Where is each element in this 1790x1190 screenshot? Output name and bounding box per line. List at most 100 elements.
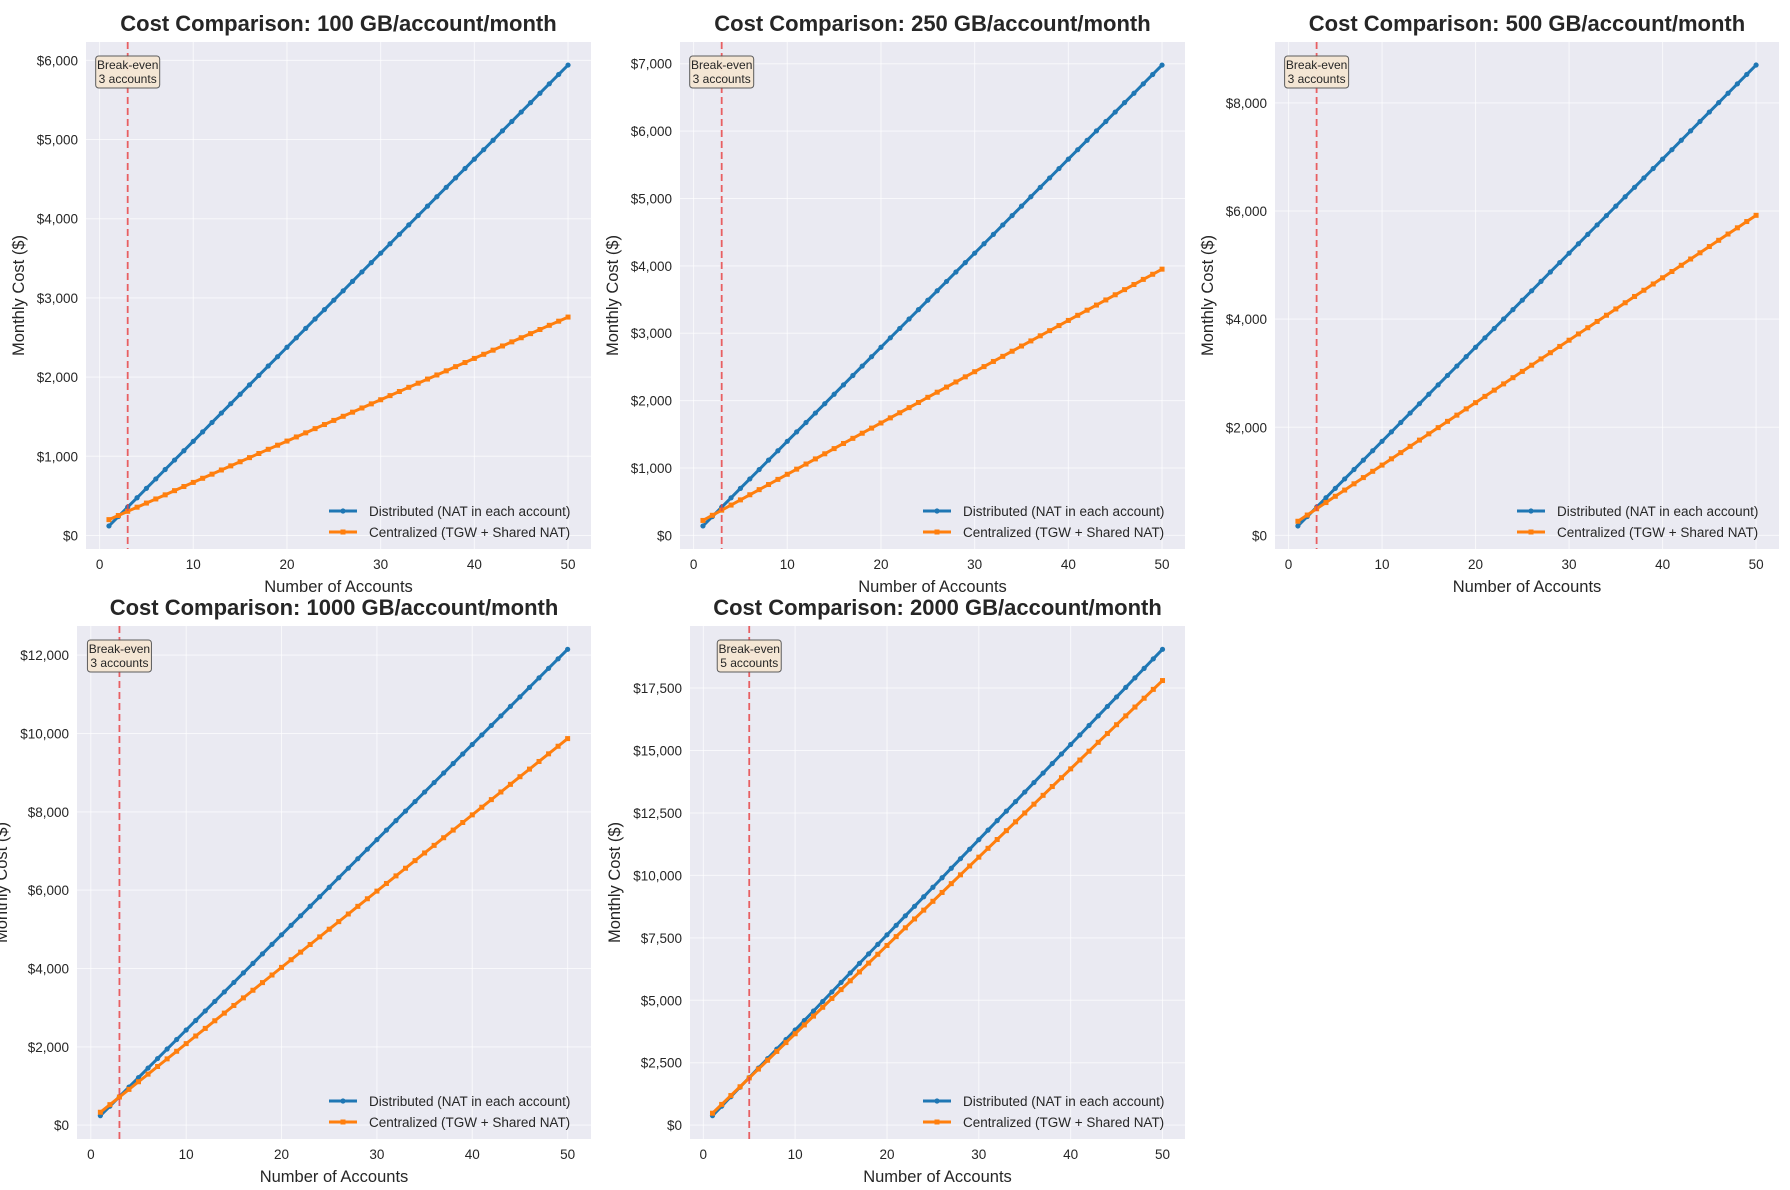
break-even-annotation-box [95,55,161,89]
data-point-distributed [246,382,253,388]
x-tick-label: 30 [369,1147,384,1162]
x-tick-label: 20 [274,1147,289,1162]
data-point-centralized [774,1048,780,1054]
data-point-distributed [875,941,881,947]
data-point-distributed [431,779,437,786]
data-point-distributed [972,250,978,256]
data-point-centralized [1075,312,1081,318]
data-point-centralized [893,934,899,940]
x-tick-label: 20 [879,1147,894,1162]
data-point-centralized [953,379,959,385]
data-point-distributed [240,970,247,976]
data-point-distributed [441,770,447,776]
data-point-centralized [350,409,356,415]
data-point-centralized [1463,406,1469,412]
data-point-centralized [1622,300,1628,306]
data-point-distributed [202,1008,208,1014]
data-point-centralized [934,389,940,395]
data-point-centralized [546,751,552,757]
data-point-distributed [1547,269,1553,275]
data-point-distributed [303,325,309,331]
chart-title: Cost Comparison: 250 GB/account/month [714,11,1150,36]
y-tick-label: $6,000 [28,883,69,898]
data-point-distributed [925,297,931,303]
data-point-centralized [228,463,234,469]
data-point-centralized [1416,437,1422,443]
data-point-distributed [402,808,409,814]
data-point-centralized [1632,293,1638,299]
data-point-centralized [1454,412,1460,418]
y-axis-label: Monthly Cost ($) [1199,235,1217,356]
data-point-centralized [462,360,468,366]
data-point-centralized [425,376,431,382]
data-point-centralized [125,508,131,514]
data-point-centralized [1084,307,1090,313]
x-tick-label: 30 [971,1147,986,1162]
data-point-centralized [246,455,252,461]
x-tick-label: 40 [467,557,482,572]
data-point-distributed [1112,109,1118,115]
data-point-centralized [536,758,542,764]
data-point-centralized [106,517,112,523]
data-point-centralized [331,417,337,423]
x-tick-label: 40 [1063,1147,1078,1162]
data-point-centralized [912,916,918,922]
data-point-distributed [794,429,800,435]
data-point-centralized [565,736,571,742]
data-point-centralized [250,987,256,993]
data-point-centralized [1049,784,1055,790]
break-even-count: 5 accounts [720,656,778,670]
data-point-centralized [193,1033,199,1039]
data-point-distributed [1295,523,1301,529]
break-even-annotation-box [716,639,782,673]
data-point-centralized [555,743,561,749]
data-point-centralized [1725,231,1731,237]
data-point-centralized [1000,353,1006,359]
data-point-centralized [1068,766,1074,772]
data-point-centralized [218,467,224,473]
data-point-centralized [985,845,991,851]
legend-label-centralized: Centralized (TGW + Shared NAT) [963,1115,1164,1130]
break-even-label: Break-even [691,58,752,72]
data-point-centralized [528,331,534,337]
data-point-distributed [1075,147,1081,153]
data-point-centralized [1132,704,1138,710]
data-point-centralized [1716,237,1722,243]
data-point-centralized [1688,256,1694,262]
x-tick-label: 20 [1468,557,1483,572]
data-point-distributed [1463,354,1469,360]
data-point-distributed [1688,128,1694,134]
data-point-centralized [231,1002,237,1008]
data-point-centralized [307,942,313,948]
data-point-distributed [1040,770,1046,776]
data-point-centralized [1103,297,1109,303]
data-point-distributed [134,495,140,501]
data-point-distributed [336,875,342,881]
data-point-centralized [1519,368,1525,374]
data-point-centralized [1585,325,1591,331]
data-point-centralized [1566,337,1572,343]
break-even-count: 3 accounts [1288,72,1346,86]
data-point-distributed [1018,203,1025,209]
data-point-distributed [887,335,893,341]
data-point-centralized [336,919,342,925]
data-point-centralized [1697,250,1703,256]
data-point-centralized [1040,792,1046,798]
data-point-centralized [499,343,505,349]
data-point-distributed [193,1017,199,1024]
data-point-distributed [218,410,224,416]
data-point-distributed [1585,231,1591,237]
data-point-distributed [1557,259,1563,266]
legend-marker-centralized [934,529,940,535]
y-axis-label: Monthly Cost ($) [606,822,624,943]
data-point-centralized [1058,775,1064,781]
x-tick-label: 10 [186,557,201,572]
y-tick-label: $4,000 [1226,312,1267,327]
data-point-centralized [930,898,936,904]
data-point-centralized [939,889,945,895]
y-tick-label: $8,000 [1226,96,1267,111]
y-tick-label: $6,000 [37,53,78,68]
data-point-centralized [1332,493,1338,499]
data-point-distributed [462,165,468,172]
data-point-distributed [1103,118,1109,125]
